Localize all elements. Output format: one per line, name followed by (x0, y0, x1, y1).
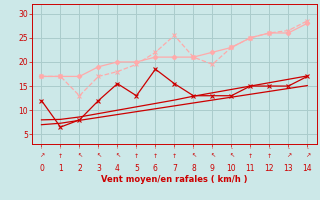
Text: 6: 6 (153, 164, 158, 173)
Text: 5: 5 (134, 164, 139, 173)
Text: ↑: ↑ (248, 154, 253, 159)
Text: 13: 13 (284, 164, 293, 173)
Text: ↑: ↑ (134, 154, 139, 159)
Text: 1: 1 (58, 164, 63, 173)
Text: 4: 4 (115, 164, 120, 173)
Text: Vent moyen/en rafales ( km/h ): Vent moyen/en rafales ( km/h ) (101, 175, 248, 184)
Text: 7: 7 (172, 164, 177, 173)
Text: ↗: ↗ (305, 154, 310, 159)
Text: ↑: ↑ (58, 154, 63, 159)
Text: ↖: ↖ (77, 154, 82, 159)
Text: 12: 12 (265, 164, 274, 173)
Text: ↑: ↑ (153, 154, 158, 159)
Text: ↖: ↖ (115, 154, 120, 159)
Text: 0: 0 (39, 164, 44, 173)
Text: ↖: ↖ (191, 154, 196, 159)
Text: 2: 2 (77, 164, 82, 173)
Text: 9: 9 (210, 164, 215, 173)
Text: ↖: ↖ (229, 154, 234, 159)
Text: ↗: ↗ (286, 154, 291, 159)
Text: ↑: ↑ (172, 154, 177, 159)
Text: 8: 8 (191, 164, 196, 173)
Text: ↖: ↖ (210, 154, 215, 159)
Text: 11: 11 (245, 164, 255, 173)
Text: ↖: ↖ (96, 154, 101, 159)
Text: ↗: ↗ (39, 154, 44, 159)
Text: 10: 10 (227, 164, 236, 173)
Text: 3: 3 (96, 164, 101, 173)
Text: ↑: ↑ (267, 154, 272, 159)
Text: 14: 14 (302, 164, 312, 173)
